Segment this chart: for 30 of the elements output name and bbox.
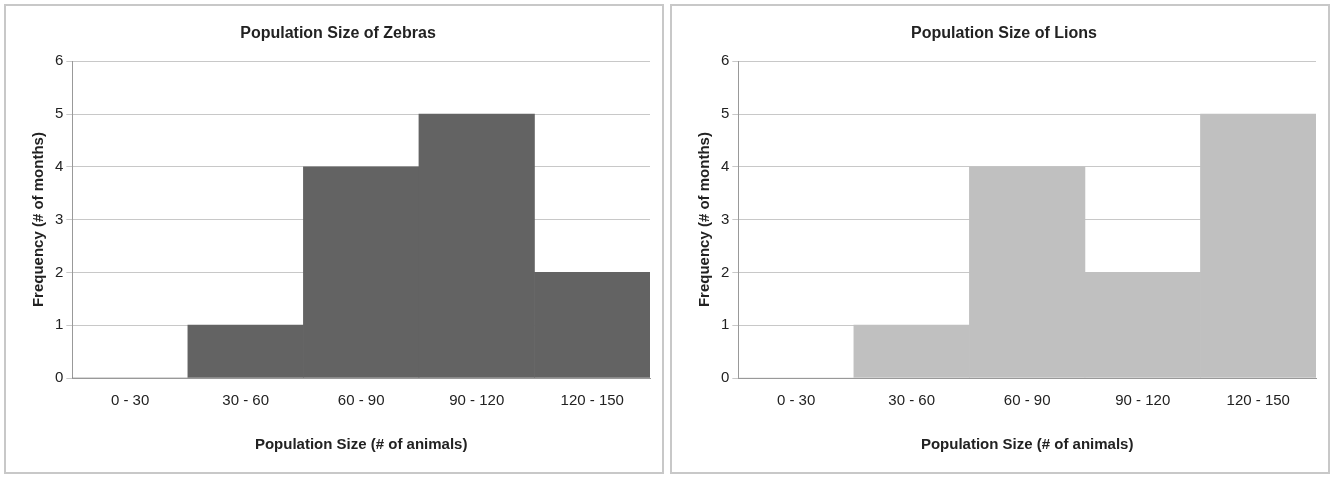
y-tick-label: 6 [55, 51, 64, 69]
y-tick-label: 2 [55, 262, 64, 280]
y-tick-label: 3 [721, 209, 730, 227]
y-tick-label: 4 [721, 156, 730, 174]
x-tick-label: 90 - 120 [449, 391, 505, 409]
x-tick-label: 30 - 60 [222, 391, 269, 409]
y-tick-label: 0 [721, 368, 730, 386]
chart-title: Population Size of Lions [911, 24, 1097, 42]
y-tick-label: 6 [721, 51, 730, 69]
y-tick-label: 3 [55, 209, 64, 227]
x-tick-label: 30 - 60 [888, 391, 935, 409]
x-tick-label: 90 - 120 [1115, 391, 1171, 409]
x-axis-title: Population Size (# of animals) [920, 435, 1134, 453]
y-tick-label: 1 [55, 315, 64, 333]
y-axis-title: Frequency (# of months) [29, 132, 47, 308]
y-tick-label: 0 [55, 368, 64, 386]
x-axis-title: Population Size (# of animals) [254, 435, 468, 453]
chart-title: Population Size of Zebras [240, 24, 436, 42]
y-tick-label: 5 [55, 104, 64, 122]
x-tick-label: 0 - 30 [776, 391, 816, 409]
y-tick-label: 1 [721, 315, 730, 333]
x-tick-label: 120 - 150 [560, 391, 624, 409]
x-tick-label: 0 - 30 [110, 391, 150, 409]
y-axis-title: Frequency (# of months) [695, 132, 713, 308]
x-tick-label: 120 - 150 [1226, 391, 1290, 409]
x-tick-label: 60 - 90 [337, 391, 385, 409]
y-tick-label: 5 [721, 104, 730, 122]
x-tick-label: 60 - 90 [1003, 391, 1051, 409]
y-tick-label: 4 [55, 156, 64, 174]
y-tick-label: 2 [721, 262, 730, 280]
